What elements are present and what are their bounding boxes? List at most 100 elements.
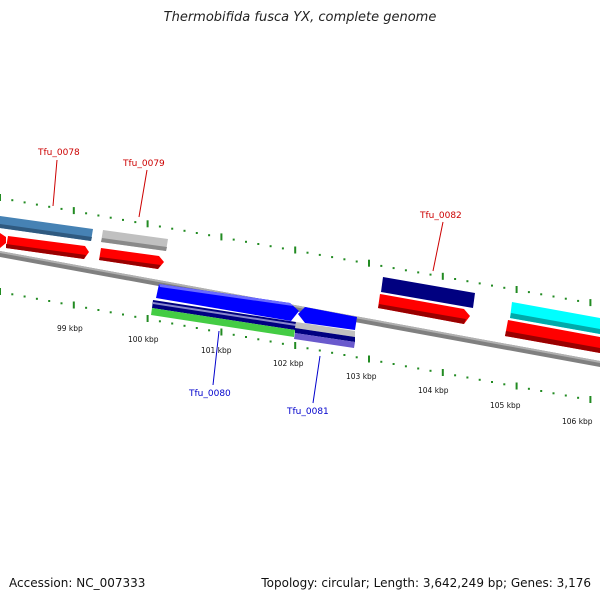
scale-label-102-kbp: 102 kbp: [273, 359, 304, 368]
upper-track-minor-tick: [171, 227, 174, 230]
upper-track-minor-tick: [35, 203, 38, 206]
feature-tfu-0080-green[interactable]: [151, 308, 295, 337]
lower-track-minor-tick: [392, 363, 395, 365]
lower-track-minor-tick: [195, 327, 198, 329]
upper-track-minor-tick: [48, 205, 51, 208]
scale-label-105-kbp: 105 kbp: [490, 401, 521, 410]
upper-track-minor-tick: [478, 282, 481, 285]
feature-tfu-0081-gray[interactable]: [295, 322, 355, 337]
feature-tfu-0079-shade: [101, 238, 167, 251]
lower-track-major-tick: [368, 355, 370, 363]
upper-track-major-tick: [0, 194, 1, 201]
upper-track-minor-tick: [564, 297, 567, 300]
genome-summary-text: Topology: circular; Length: 3,642,249 bp…: [261, 576, 591, 590]
lower-track-minor-tick: [540, 390, 543, 392]
upper-track-minor-tick: [23, 201, 26, 204]
callout-line-tfu-0081: [312, 355, 321, 404]
lower-track-minor-tick: [171, 322, 174, 325]
lower-track-minor-tick: [109, 311, 112, 314]
upper-track-minor-tick: [208, 234, 211, 237]
upper-track-major-tick: [515, 286, 518, 293]
gene-label-tfu-0080[interactable]: Tfu_0080: [188, 389, 231, 399]
upper-track-minor-tick: [158, 225, 161, 228]
callout-line-tfu-0079: [138, 169, 148, 218]
feature-tfu-0081-slate[interactable]: [294, 333, 355, 348]
gene-label-tfu-0079[interactable]: Tfu_0079: [122, 159, 165, 169]
lower-track-major-tick: [294, 342, 297, 349]
lower-track-minor-tick: [343, 354, 346, 356]
lower-track-major-tick: [146, 315, 149, 322]
upper-track-minor-tick: [343, 258, 346, 261]
lower-track-minor-tick: [466, 376, 469, 379]
lower-track-minor-tick: [318, 349, 321, 352]
cds-arrow-tfu-0080-highlight: [159, 284, 293, 306]
upper-track-minor-tick: [503, 286, 506, 289]
gene-label-tfu-0081[interactable]: Tfu_0081: [286, 407, 329, 417]
cds-arrow-tfu-0079-shade: [99, 257, 161, 269]
map-title: Thermobifida fusca YX, complete genome: [163, 10, 437, 25]
upper-track-minor-tick: [269, 245, 272, 248]
lower-track-major-tick: [0, 288, 1, 295]
lower-track-minor-tick: [380, 360, 383, 363]
upper-track-minor-tick: [183, 229, 186, 232]
lower-track-minor-tick: [85, 306, 88, 309]
callout-line-tfu-0078: [52, 159, 58, 207]
scale-label-100-kbp: 100 kbp: [128, 335, 159, 344]
lower-track-minor-tick: [60, 302, 63, 305]
upper-track-major-tick: [441, 272, 444, 280]
lower-track-minor-tick: [577, 396, 580, 399]
upper-track-minor-tick: [417, 271, 420, 274]
lower-track-minor-tick: [208, 329, 211, 332]
cds-arrow-tfu-0082-shade: [378, 304, 466, 324]
lower-track-minor-tick: [134, 315, 137, 318]
lower-track-major-tick: [515, 382, 518, 390]
lower-track-minor-tick: [281, 342, 284, 345]
upper-track-major-tick: [72, 207, 75, 215]
lower-track-minor-tick: [417, 367, 420, 370]
scale-label-106-kbp: 106 kbp: [562, 417, 593, 426]
upper-track-major-tick: [220, 233, 223, 241]
lower-track-minor-tick: [232, 333, 235, 336]
lower-track-minor-tick: [331, 351, 334, 354]
cds-arrow-tfu-0080[interactable]: [156, 284, 299, 321]
lower-track-minor-tick: [564, 394, 567, 397]
upper-track-minor-tick: [257, 243, 260, 245]
upper-track-minor-tick: [122, 218, 124, 221]
upper-track-minor-tick: [454, 278, 457, 280]
upper-track-minor-tick: [318, 253, 321, 256]
lower-track-minor-tick: [478, 378, 481, 381]
genome-backbone-highlight: [0, 251, 600, 363]
gene-label-tfu-0078[interactable]: Tfu_0078: [37, 148, 80, 158]
upper-track-minor-tick: [109, 216, 112, 219]
callout-line-tfu-0082: [432, 221, 444, 272]
lower-track-minor-tick: [257, 338, 260, 341]
lower-track-minor-tick: [48, 300, 51, 302]
feature-tfu-0078-shade: [0, 224, 92, 241]
cds-arrow-tfu-0078-shade: [6, 244, 86, 259]
lower-track-minor-tick: [158, 320, 161, 323]
lower-tick-track: [0, 288, 592, 403]
upper-track-minor-tick: [306, 251, 309, 254]
scale-label-99-kbp: 99 kbp: [57, 324, 83, 333]
lower-track-minor-tick: [429, 369, 432, 372]
cds-arrow-tfu-0081[interactable]: [298, 307, 357, 330]
lower-track-major-tick: [72, 301, 75, 309]
feature-tfu-0081-navy[interactable]: [295, 328, 355, 342]
upper-track-major-tick: [146, 220, 149, 228]
cds-arrow-left-edge[interactable]: [0, 233, 6, 248]
gene-label-tfu-0082[interactable]: Tfu_0082: [419, 211, 462, 221]
upper-track-minor-tick: [195, 232, 198, 234]
lower-track-major-tick: [589, 396, 592, 403]
lower-track-minor-tick: [183, 324, 186, 327]
feature-cyan-shade: [510, 313, 600, 334]
lower-track-minor-tick: [527, 387, 530, 390]
upper-track-minor-tick: [491, 284, 493, 287]
lower-track-minor-tick: [552, 392, 555, 395]
lower-track-minor-tick: [122, 313, 124, 316]
scale-label-101-kbp: 101 kbp: [201, 346, 232, 355]
feature-tfu-0082-block[interactable]: [381, 277, 475, 308]
upper-track-minor-tick: [404, 269, 407, 272]
lower-track-minor-tick: [355, 356, 358, 359]
